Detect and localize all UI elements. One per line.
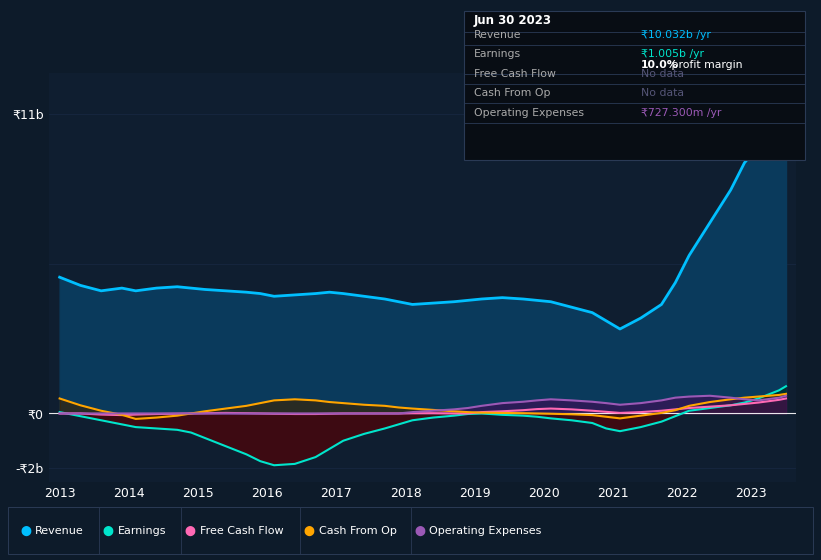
Text: Revenue: Revenue <box>35 526 84 535</box>
Text: ⬤: ⬤ <box>304 525 314 536</box>
Text: ⬤: ⬤ <box>415 525 425 536</box>
Text: Operating Expenses: Operating Expenses <box>474 108 584 118</box>
Text: ₹727.300m /yr: ₹727.300m /yr <box>641 108 722 118</box>
Text: Jun 30 2023: Jun 30 2023 <box>474 15 552 27</box>
Text: ⬤: ⬤ <box>21 525 31 536</box>
Text: ₹1.005b /yr: ₹1.005b /yr <box>641 49 704 59</box>
Text: Cash From Op: Cash From Op <box>319 526 397 535</box>
Text: ⬤: ⬤ <box>185 525 195 536</box>
Text: Operating Expenses: Operating Expenses <box>429 526 542 535</box>
Text: Free Cash Flow: Free Cash Flow <box>474 68 556 78</box>
Text: Revenue: Revenue <box>474 30 521 40</box>
Text: Free Cash Flow: Free Cash Flow <box>200 526 283 535</box>
Text: Earnings: Earnings <box>474 49 521 59</box>
Text: 10.0%: 10.0% <box>641 60 679 70</box>
Text: Earnings: Earnings <box>117 526 166 535</box>
Text: profit margin: profit margin <box>668 60 743 70</box>
Text: No data: No data <box>641 68 684 78</box>
Text: ⬤: ⬤ <box>103 525 113 536</box>
Text: Cash From Op: Cash From Op <box>474 88 550 98</box>
Text: No data: No data <box>641 88 684 98</box>
Text: ₹10.032b /yr: ₹10.032b /yr <box>641 30 711 40</box>
